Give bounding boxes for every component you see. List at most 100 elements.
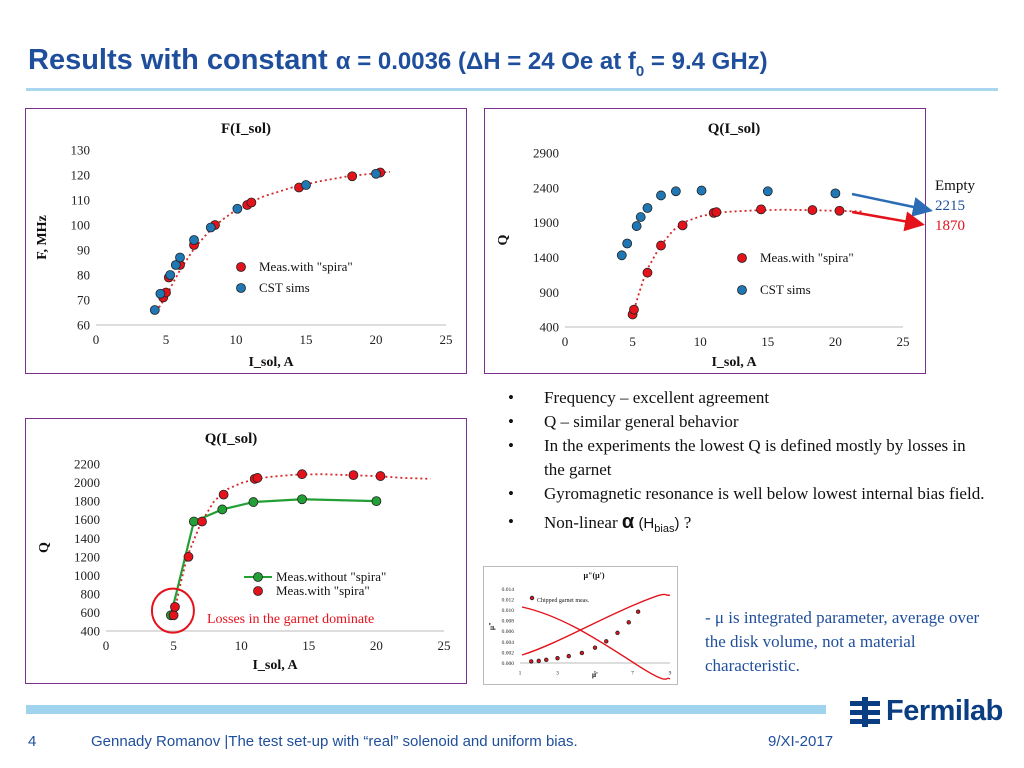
title-divider [26,88,998,91]
data-point [536,658,541,664]
chart-q-isol: Q(I_sol) 400 900 1400 1900 2400 2900 0 5 10 15 20 25… [496,121,910,370]
y-axis-label: μ" [488,622,496,630]
bullet-text: Non-linear [544,513,618,532]
legend-marker [737,285,747,295]
y-tick-label: 120 [71,168,91,183]
x-tick-label: 5 [170,638,177,653]
mu-chart-panel: μ"(μ') 0.000 0.002 0.004 0.006 0.008 0.010 0.01… [483,566,678,685]
data-point [834,205,845,216]
bullet-marker: • [508,436,514,455]
data-point [197,516,207,527]
y-tick-label: 60 [77,318,90,333]
y-tick-label: 130 [71,143,91,158]
bullet-marker: • [508,412,514,431]
data-point [371,168,381,179]
data-point [555,656,560,661]
data-point [579,650,585,656]
y-tick-label: 0.008 [502,619,515,625]
x-axis-label: I_sol, A [711,355,757,370]
data-point [375,471,386,481]
x-tick-label: 7 [631,671,634,677]
empty-values-note: Empty 2215 1870 [935,176,975,236]
data-point [170,260,181,270]
data-point [218,489,229,500]
x-tick-label: 9 [669,671,672,677]
fermilab-logo: Fermilab [850,695,1003,728]
y-axis-label: Q [496,234,511,245]
y-tick-label: 0.012 [502,597,515,603]
data-point [217,504,228,515]
chart-f-isol: F(I_sol) 60 70 80 90 100 110 120 130 0 5 10 15 20 25 I_… [35,121,453,370]
x-tick-label: 25 [440,332,453,347]
mu-curve-2 [521,593,671,656]
x-tick-label: 25 [897,334,910,349]
data-point [297,469,307,480]
data-point [544,657,549,663]
y-tick-label: 100 [71,218,91,233]
legend-marker [529,595,535,601]
legend-label: Meas.with "spira" [276,583,370,598]
legend-label: Chipped garnet meas. [537,598,590,604]
empty-label: Empty [935,178,975,194]
legend-label: CST sims [259,280,310,295]
x-tick-label: 0 [93,332,100,347]
data-point [165,270,176,280]
y-tick-label: 80 [77,268,90,283]
data-point [188,516,199,527]
h-symbol: (H [638,515,655,532]
chart-panel-q-comparison: Q(I_sol) 400 600 800 1000 1200 1400 1600 1800 200… [25,418,467,684]
legend-label: Meas.with "spira" [259,259,353,274]
x-tick-label: 20 [370,332,383,347]
y-axis-label: F, MHz [35,215,50,260]
data-point [155,288,166,299]
y-tick-label: 1400 [74,531,100,546]
data-point [629,304,639,315]
title-subscript: 0 [635,62,645,80]
bullet-marker: • [508,484,514,503]
question-mark: ? [683,513,692,532]
data-point [175,252,185,263]
y-tick-label: 400 [540,320,560,335]
y-tick-label: 2200 [74,457,100,472]
data-point [756,204,766,215]
data-point [592,645,598,650]
y-tick-label: 0.002 [502,650,515,656]
legend-marker [737,253,747,263]
x-tick-label: 15 [761,334,774,349]
chart-panel-f: F(I_sol) 60 70 80 90 100 110 120 130 0 5 10 15 20 25 I_… [25,108,467,374]
x-axis-label: I_sol, A [252,658,298,673]
data-point [297,494,307,505]
y-tick-label: 1600 [74,512,100,527]
data-point [635,212,646,222]
data-point [656,190,666,201]
x-tick-label: 1 [519,671,522,677]
bullet-item-nonlinear: • Non-linear α (Hbias) ? [508,510,988,541]
y-tick-label: 70 [77,293,90,308]
data-point [670,186,681,197]
data-point [642,267,653,278]
data-point [677,220,688,231]
data-point [252,473,263,483]
y-tick-label: 900 [540,285,560,300]
legend-label: Meas.with "spira" [760,250,854,265]
data-point [626,620,631,625]
alpha-symbol: α [621,511,635,533]
data-point [246,197,257,208]
y-tick-label: 0.014 [502,587,515,593]
chart-mu: μ"(μ') 0.000 0.002 0.004 0.006 0.008 0.010 0.01… [488,571,672,680]
x-tick-label: 5 [594,671,597,677]
data-point [622,238,633,249]
data-point [189,235,199,245]
data-point [656,240,666,251]
mu-note: - μ is integrated parameter, average ove… [705,608,980,675]
x-axis-label: I_sol, A [248,355,294,370]
data-point [371,496,382,507]
y-tick-label: 400 [81,624,101,639]
bullet-item: • Frequency – excellent agreement [508,386,988,410]
legend-marker [253,586,263,596]
data-point [232,203,243,214]
y-tick-label: 2900 [533,146,559,161]
y-tick-label: 1900 [533,215,559,230]
annotation-text: Losses in the garnet dominate [207,612,374,627]
title-main: Results with constant [28,44,328,76]
